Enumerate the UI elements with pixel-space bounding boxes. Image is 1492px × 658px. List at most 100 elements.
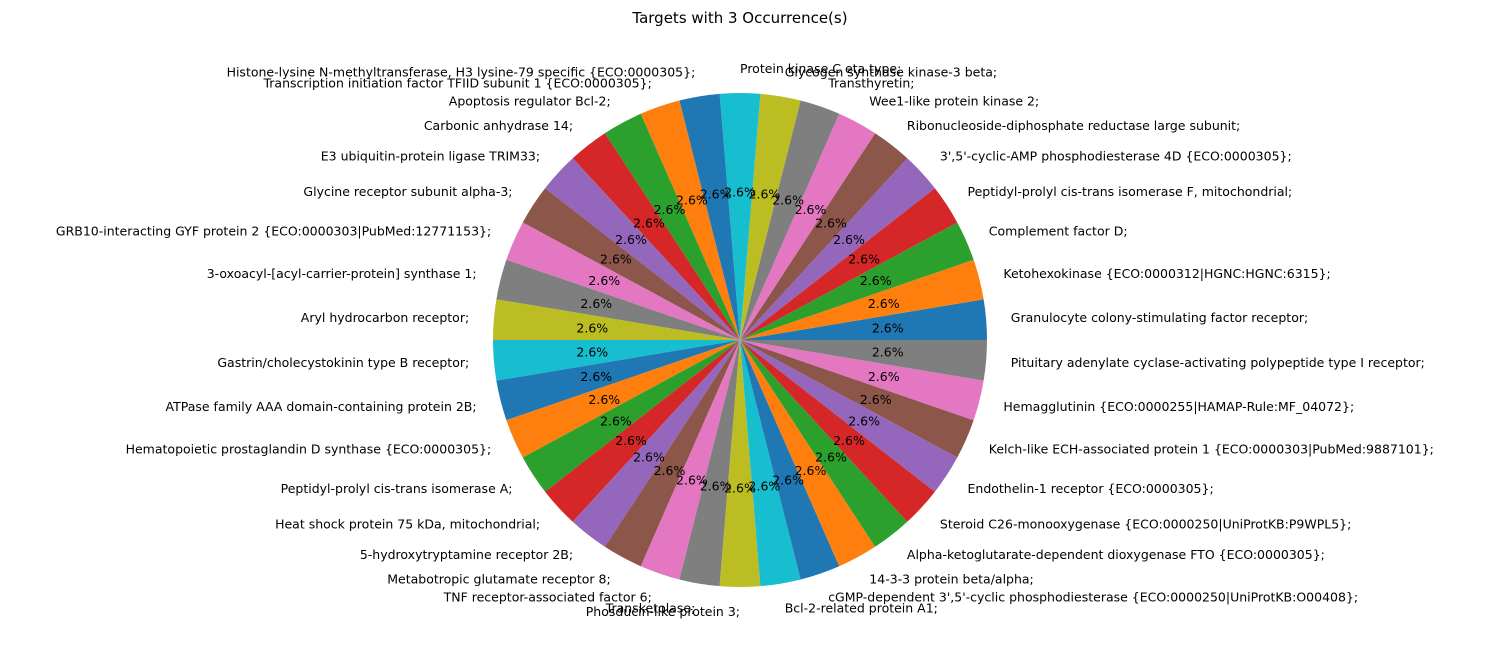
slice-label: Wee1-like protein kinase 2; bbox=[869, 94, 1039, 109]
slice-percent-label: 2.6% bbox=[600, 251, 632, 266]
slice-label: Steroid C26-monooxygenase {ECO:0000250|U… bbox=[940, 517, 1351, 532]
pie-slice bbox=[640, 100, 740, 340]
pie-slice bbox=[740, 340, 987, 381]
pie-slice bbox=[719, 340, 761, 588]
slice-label: GRB10-interacting GYF protein 2 {ECO:000… bbox=[56, 223, 491, 238]
pie-slice bbox=[740, 299, 987, 340]
slice-label: Glycogen synthase kinase-3 beta; bbox=[785, 65, 997, 80]
pie-slice bbox=[740, 100, 840, 340]
slice-percent-label: 2.6% bbox=[588, 392, 620, 407]
slice-label: Peptidyl-prolyl cis-trans isomerase A; bbox=[281, 481, 513, 496]
slice-label: TNF receptor-associated factor 6; bbox=[443, 590, 652, 605]
slice-label: Carbonic anhydrase 14; bbox=[424, 118, 573, 133]
slice-label: Pituitary adenylate cyclase-activating p… bbox=[1011, 355, 1425, 370]
pie-slice bbox=[572, 133, 740, 340]
chart-title: Targets with 3 Occurrence(s) bbox=[631, 9, 847, 27]
slice-percent-label: 2.6% bbox=[724, 184, 756, 199]
slice-percent-label: 2.6% bbox=[633, 216, 665, 231]
pie-slice bbox=[740, 222, 974, 340]
slice-label: Hematopoietic prostaglandin D synthase {… bbox=[126, 442, 492, 457]
pie-slice bbox=[740, 340, 876, 567]
pie-slice bbox=[740, 113, 876, 340]
slice-percent-label: 2.6% bbox=[860, 273, 892, 288]
slice-label: Transthyretin; bbox=[827, 76, 914, 91]
slice-label: Granulocyte colony-stimulating factor re… bbox=[1011, 310, 1308, 325]
slice-percent-label: 2.6% bbox=[868, 296, 900, 311]
pie-slice bbox=[679, 340, 740, 587]
slice-label: Apoptosis regulator Bcl-2; bbox=[449, 94, 611, 109]
slice-percent-label: 2.6% bbox=[833, 232, 865, 247]
pie-slice bbox=[740, 340, 974, 458]
slice-label: 14-3-3 protein beta/alpha; bbox=[869, 572, 1033, 587]
slice-label: Alpha-ketoglutarate-dependent dioxygenas… bbox=[907, 547, 1325, 562]
slice-percent-label: 2.6% bbox=[815, 450, 847, 465]
slice-percent-label: 2.6% bbox=[772, 192, 804, 207]
slice-label: Endothelin-1 receptor {ECO:0000305}; bbox=[968, 481, 1214, 496]
slice-label: 3-oxoacyl-[acyl-carrier-protein] synthas… bbox=[207, 266, 477, 281]
slice-label: Ketohexokinase {ECO:0000312|HGNC:HGNC:63… bbox=[1003, 266, 1330, 281]
slice-label: Gastrin/cholecystokinin type B receptor; bbox=[217, 355, 469, 370]
slice-label: ATPase family AAA domain-containing prot… bbox=[166, 399, 477, 414]
slice-percent-label: 2.6% bbox=[615, 433, 647, 448]
slice-label: cGMP-dependent 3',5'-cyclic phosphodiest… bbox=[828, 590, 1358, 605]
slice-label: Complement factor D; bbox=[989, 223, 1128, 238]
slice-percent-label: 2.6% bbox=[633, 450, 665, 465]
pie-slice bbox=[545, 340, 740, 522]
pie-slice bbox=[496, 340, 740, 421]
slice-label: Transketolase; bbox=[605, 601, 696, 616]
slice-label: Heat shock protein 75 kDa, mitochondrial… bbox=[275, 517, 540, 532]
slice-label: Transcription initiation factor TFIID su… bbox=[262, 76, 651, 91]
pie-slice bbox=[506, 222, 740, 340]
slice-percent-label: 2.6% bbox=[772, 473, 804, 488]
slice-label: 5-hydroxytryptamine receptor 2B; bbox=[360, 547, 573, 562]
slice-percent-label: 2.6% bbox=[815, 216, 847, 231]
slice-label: Phosducin-like protein 3; bbox=[586, 604, 740, 619]
pie-slice bbox=[740, 133, 908, 340]
slice-percent-label: 2.6% bbox=[872, 345, 904, 360]
slice-percent-label: 2.6% bbox=[749, 479, 781, 494]
pie-slice bbox=[740, 158, 935, 340]
pie-slice bbox=[572, 340, 740, 547]
pie-slice bbox=[493, 299, 740, 340]
slice-label: Kelch-like ECH-associated protein 1 {ECO… bbox=[989, 442, 1434, 457]
slice-percent-label: 2.6% bbox=[724, 481, 756, 496]
slice-label: Glycine receptor subunit alpha-3; bbox=[303, 184, 512, 199]
slice-label: Protein kinase C eta type; bbox=[740, 61, 901, 76]
slice-label: 3',5'-cyclic-AMP phosphodiesterase 4D {E… bbox=[940, 149, 1292, 164]
slice-percent-label: 2.6% bbox=[676, 473, 708, 488]
pie-slice bbox=[679, 93, 740, 340]
pie-slice bbox=[740, 188, 958, 340]
slice-percent-label: 2.6% bbox=[576, 345, 608, 360]
slice-percent-label: 2.6% bbox=[795, 463, 827, 478]
pie-slice bbox=[740, 340, 958, 492]
slice-percent-label: 2.6% bbox=[848, 414, 880, 429]
pie-slice bbox=[740, 340, 801, 587]
pie-slice bbox=[506, 340, 740, 458]
slice-percent-label: 2.6% bbox=[615, 232, 647, 247]
pie-slice bbox=[740, 259, 984, 340]
slice-label: Metabotropic glutamate receptor 8; bbox=[387, 572, 610, 587]
slice-percent-label: 2.6% bbox=[580, 369, 612, 384]
slice-percent-label: 2.6% bbox=[580, 296, 612, 311]
slice-label: Aryl hydrocarbon receptor; bbox=[301, 310, 469, 325]
pie-slice bbox=[604, 340, 740, 567]
pie-slice bbox=[740, 340, 840, 580]
slice-percent-label: 2.6% bbox=[700, 186, 732, 201]
pie-slice bbox=[740, 93, 801, 340]
slice-percent-label: 2.6% bbox=[654, 463, 686, 478]
slice-percent-label: 2.6% bbox=[600, 414, 632, 429]
slice-percent-label: 2.6% bbox=[860, 392, 892, 407]
pie-slice bbox=[740, 340, 984, 421]
slice-percent-label: 2.6% bbox=[868, 369, 900, 384]
percent-labels: 2.6%2.6%2.6%2.6%2.6%2.6%2.6%2.6%2.6%2.6%… bbox=[576, 184, 903, 495]
slice-label: Peptidyl-prolyl cis-trans isomerase F, m… bbox=[968, 184, 1293, 199]
slice-percent-label: 2.6% bbox=[654, 202, 686, 217]
slice-percent-label: 2.6% bbox=[848, 251, 880, 266]
slice-label: Ribonucleoside-diphosphate reductase lar… bbox=[907, 118, 1240, 133]
slice-percent-label: 2.6% bbox=[795, 202, 827, 217]
pie-slice bbox=[493, 340, 740, 381]
slice-label: Hemagglutinin {ECO:0000255|HAMAP-Rule:MF… bbox=[1003, 399, 1354, 414]
pie-slice bbox=[522, 340, 740, 492]
pie-slice bbox=[740, 340, 908, 547]
